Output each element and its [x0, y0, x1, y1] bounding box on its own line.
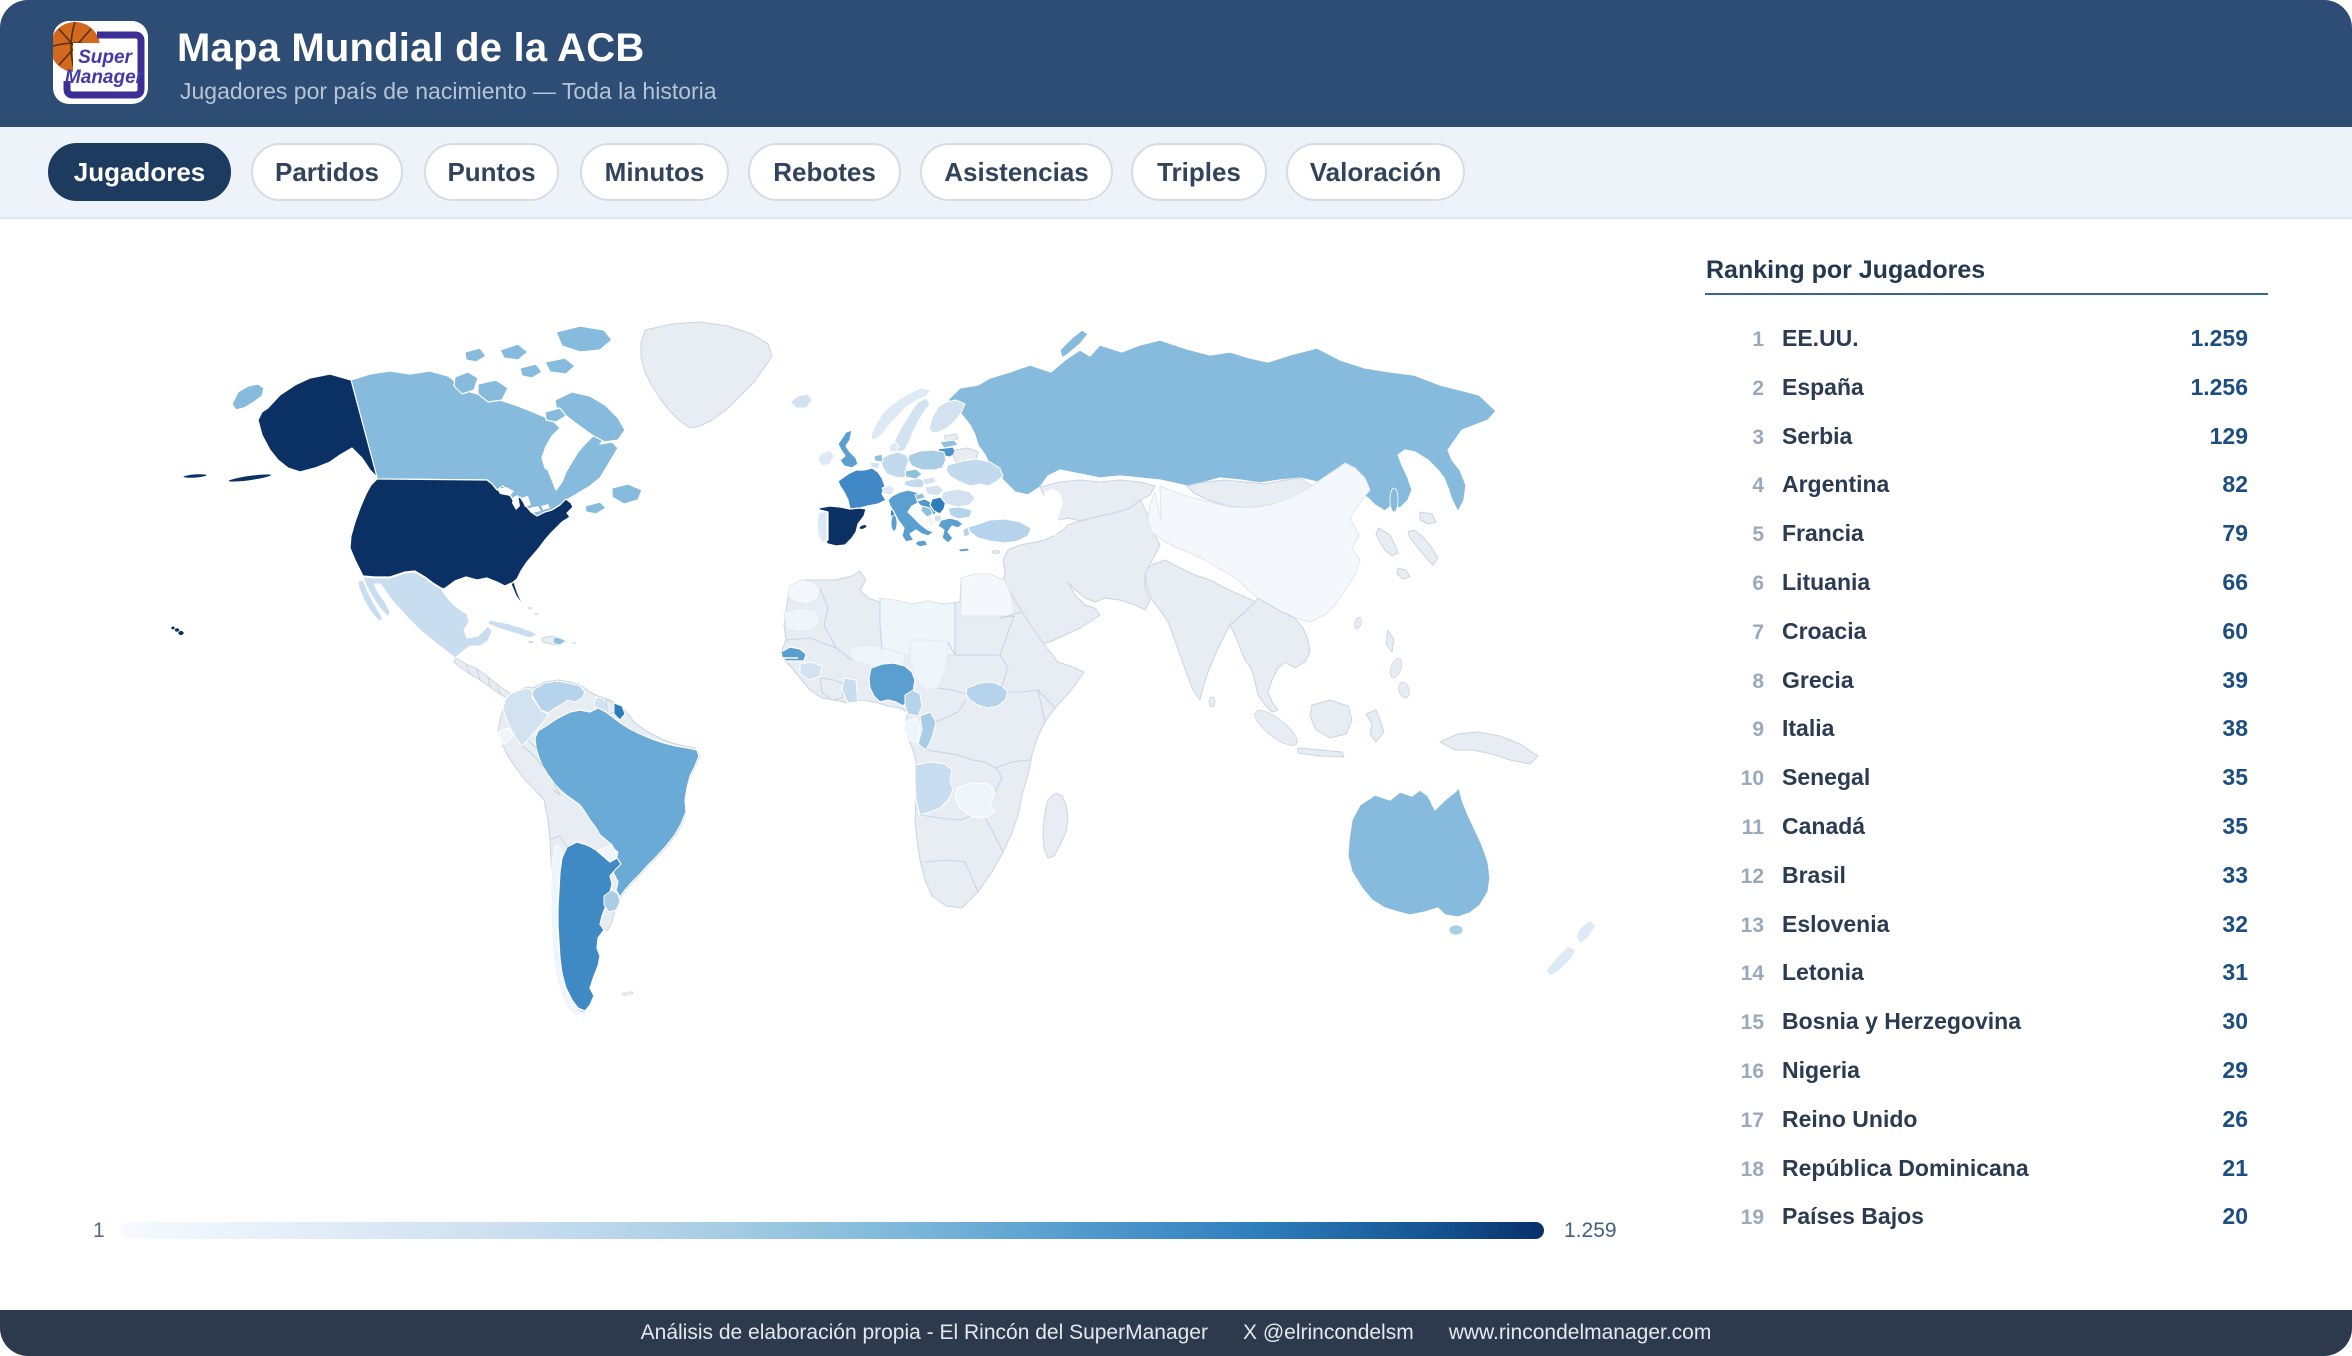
svg-text:Manager: Manager — [65, 67, 145, 88]
svg-text:Super: Super — [78, 47, 133, 68]
